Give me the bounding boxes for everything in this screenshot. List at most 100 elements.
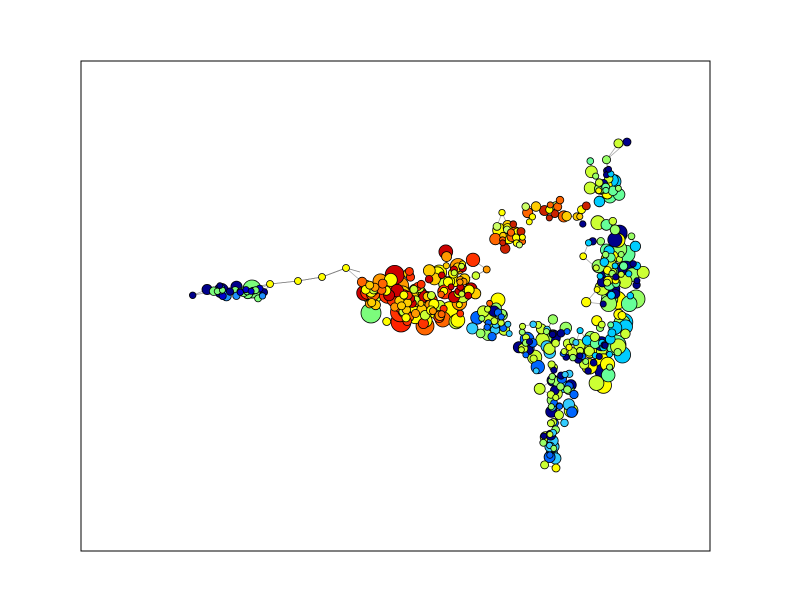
graph-node [582,358,590,365]
graph-node [497,313,505,321]
graph-node [560,418,569,428]
graph-node [424,275,434,284]
graph-node [605,165,612,173]
graph-node [377,278,388,289]
graph-node [609,224,621,236]
graph-node [216,282,224,290]
graph-node [584,239,593,247]
graph-node [404,266,414,276]
graph-node [539,438,548,447]
graph-node [551,339,560,348]
graph-node [519,322,527,330]
graph-node [550,366,558,374]
graph-node [498,209,506,217]
graph-node [599,257,610,267]
graph-node [579,252,587,261]
graph-node [482,265,491,274]
graph-node [550,444,558,452]
graph-node [543,342,556,355]
graph-node [236,288,244,296]
graph-node [455,301,463,309]
graph-node [601,367,616,383]
graph-node [548,330,557,338]
graph-node [596,272,604,280]
graph-node [318,273,326,281]
graph-node [588,375,605,391]
graph-node [595,352,603,360]
graph-node [497,319,505,327]
graph-node [576,327,584,335]
graph-node [483,323,491,331]
graph-edge [269,280,299,285]
graph-node [586,157,595,165]
graph-node [456,278,464,286]
graph-node [569,389,579,400]
graph-node [592,172,600,180]
graph-node [615,184,622,192]
graph-node [529,354,538,363]
graph-edge [606,141,628,161]
graph-node [487,331,497,342]
graph-node [266,280,274,288]
graph-node [622,137,632,147]
graph-node [581,296,592,308]
graph-node [565,343,573,351]
graph-node [627,232,636,241]
graph-node [410,308,420,318]
graph-node [563,328,571,335]
graph-node [629,260,637,268]
graph-node [545,214,553,222]
graph-node [540,432,548,440]
graph-node [550,209,560,219]
graph-node [518,328,526,336]
graph-node [471,271,481,280]
graph-node [589,331,600,342]
graph-node [547,314,559,325]
graph-node [294,277,302,285]
graph-node [426,291,436,300]
graph-node [188,291,197,299]
graph-node [490,317,499,326]
graph-node [561,370,569,378]
graph-node [625,270,633,278]
graph-node [409,284,419,294]
graph-node [560,348,568,355]
graph-node [595,178,604,187]
axes-frame [80,60,711,552]
graph-node [561,211,572,222]
graph-node [525,218,533,226]
graph-node [579,220,587,228]
graph-node [532,367,540,375]
graph-node [367,298,377,308]
graph-node [603,278,611,287]
graph-node [607,321,615,329]
graph-node [486,299,494,307]
graph-node [504,320,512,328]
graph-node [619,261,629,271]
nodes-layer [188,137,650,473]
graph-node [382,317,392,326]
graph-node [596,237,605,246]
graph-node [543,328,550,335]
graph-node [552,393,560,401]
graph-node [437,310,446,319]
graph-node [506,228,515,237]
graph-node [416,279,426,289]
graph-node [526,338,534,346]
graph-node [611,262,619,270]
graph-node [519,233,526,241]
graph-node [566,406,578,418]
graph-node [597,320,606,329]
graph-node [401,313,411,323]
graph-node [608,216,617,226]
graph-node [247,287,255,295]
graph-node [556,402,564,410]
graph-node [422,264,436,277]
graph-node [607,328,617,338]
graph-node [555,195,565,205]
graph-node [563,385,572,394]
graph-node [626,292,634,300]
graph-node [450,269,458,277]
graph-node [548,372,556,381]
